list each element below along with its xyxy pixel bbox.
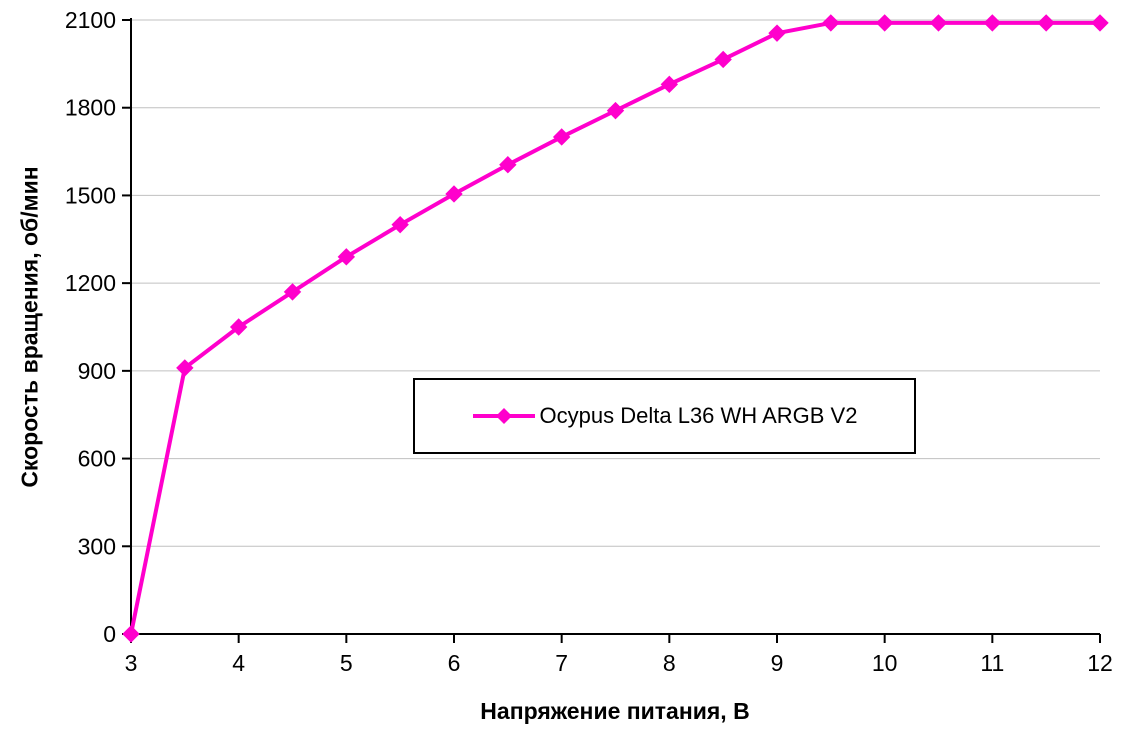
data-point-marker [875, 14, 894, 32]
x-tick-label: 9 [771, 650, 784, 676]
data-point-marker [337, 248, 356, 266]
data-point-marker [176, 359, 194, 377]
data-point-marker [229, 318, 248, 336]
x-tick-label: 8 [663, 650, 676, 676]
x-tick-label: 12 [1087, 650, 1113, 676]
data-point-marker [660, 75, 679, 94]
data-point-marker [552, 128, 571, 146]
data-point-marker [122, 625, 140, 643]
data-point-marker [929, 14, 948, 32]
x-tick-label: 3 [125, 650, 138, 676]
y-tick-label: 0 [103, 621, 116, 647]
y-tick-label: 900 [78, 358, 116, 384]
y-tick-label: 2100 [65, 7, 116, 33]
data-point-marker [499, 156, 517, 174]
legend-series-label: Ocypus Delta L36 WH ARGB V2 [539, 403, 858, 428]
y-tick-label: 1200 [65, 270, 116, 296]
data-point-marker [283, 283, 302, 301]
data-point-marker [391, 215, 409, 234]
legend: Ocypus Delta L36 WH ARGB V2 [413, 378, 916, 454]
x-tick-label: 10 [872, 650, 898, 676]
data-point-marker [822, 14, 840, 32]
data-point-marker [983, 14, 1002, 32]
y-tick-label: 600 [78, 446, 116, 472]
y-tick-label: 1500 [65, 182, 116, 208]
data-point-marker [606, 101, 625, 120]
y-axis-title: Скорость вращения, об/мин [16, 166, 43, 488]
x-axis-title: Напряжение питания, В [480, 698, 750, 724]
y-tick-label: 1800 [65, 95, 116, 121]
data-point-marker [1037, 14, 1055, 32]
data-point-marker [714, 50, 732, 69]
x-tick-label: 11 [980, 650, 1004, 676]
y-tick-label: 300 [78, 533, 116, 559]
legend-diamond-icon [495, 408, 512, 424]
data-point-marker [1091, 14, 1109, 32]
x-tick-label: 4 [232, 650, 245, 676]
data-point-marker [768, 24, 786, 42]
x-tick-label: 7 [555, 650, 568, 676]
x-tick-label: 5 [340, 650, 353, 676]
legend-line-sample [472, 408, 535, 424]
data-point-marker [445, 185, 463, 203]
x-tick-label: 6 [448, 650, 461, 676]
